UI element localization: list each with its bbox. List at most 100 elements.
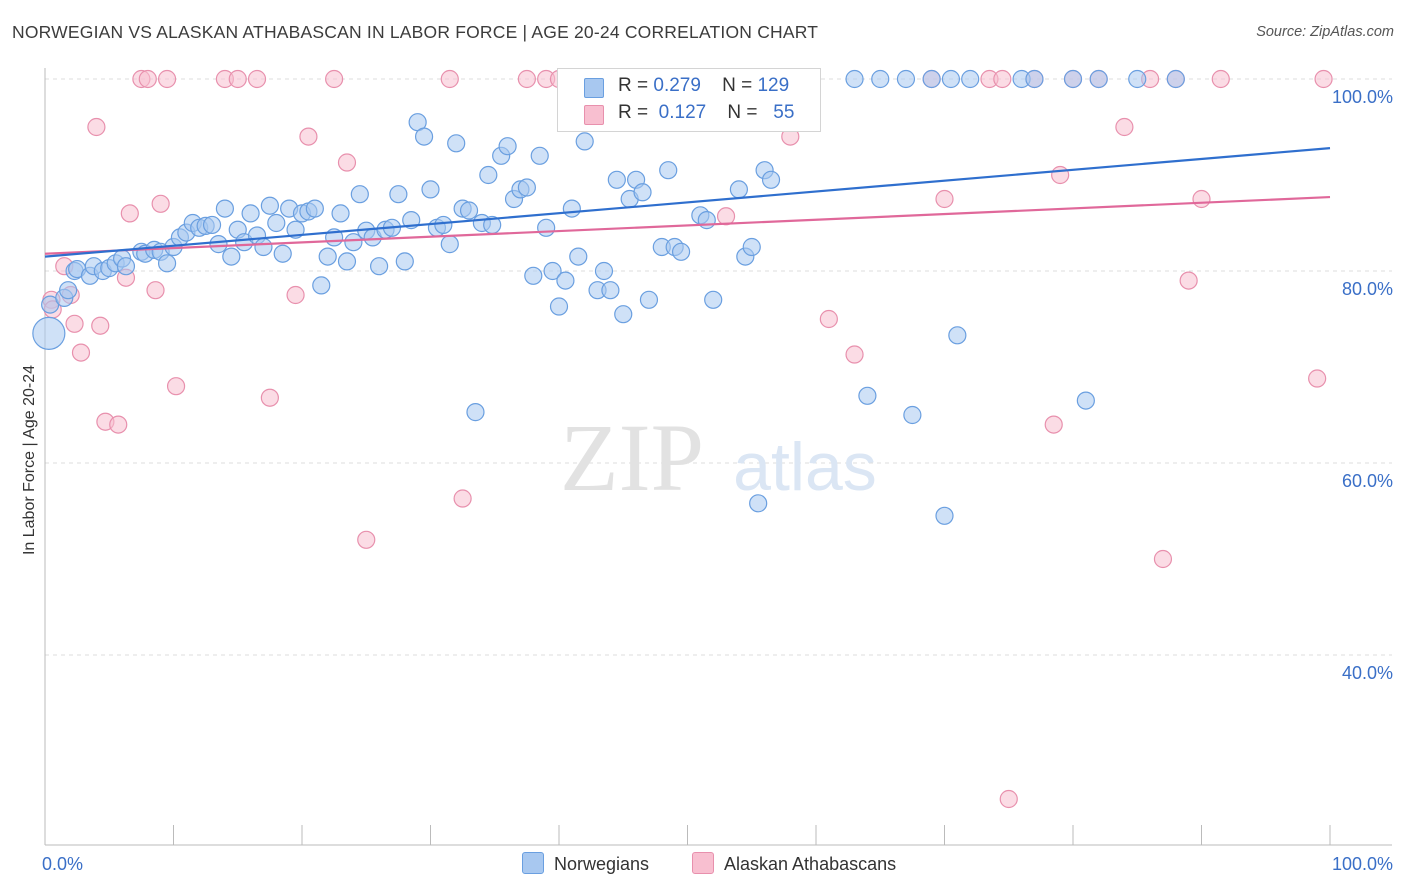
athabascan-trend-line — [44, 195, 1331, 255]
bottom-legend-norwegians: Norwegians — [522, 852, 649, 875]
norwegian-point — [922, 69, 941, 89]
athabascan-point — [286, 285, 305, 305]
norwegian-point — [601, 281, 620, 300]
norwegian-point — [440, 235, 459, 254]
norwegian-point — [267, 213, 286, 233]
legend-n-value-blue: 129 — [757, 75, 790, 96]
watermark-atlas: atlas — [733, 429, 877, 505]
norwegian-point — [537, 218, 556, 237]
norwegian-point — [273, 244, 292, 263]
norwegian-point — [575, 132, 594, 151]
bottom-legend-label-athabascans: Alaskan Athabascans — [724, 854, 897, 874]
legend-n-label: N = — [722, 75, 753, 96]
athabascan-point — [71, 343, 91, 362]
y-tick-label: 60.0% — [1342, 471, 1393, 491]
bottom-legend-athabascans: Alaskan Athabascans — [692, 852, 896, 875]
tick-labels: 40.0% 60.0% 80.0% 100.0% 0.0% 100.0% — [42, 87, 1393, 874]
norwegian-point — [254, 237, 273, 257]
legend-r-value-pink: 0.127 — [658, 102, 707, 123]
norwegian-point — [556, 271, 575, 290]
y-tick-label: 80.0% — [1342, 279, 1393, 299]
athabascan-point — [337, 153, 357, 172]
norwegian-point — [1128, 69, 1147, 89]
norwegian-point — [479, 165, 498, 185]
norwegian-point — [222, 247, 241, 266]
y-tick-label: 40.0% — [1342, 663, 1393, 683]
norwegian-point — [671, 242, 691, 261]
athabascan-point — [1044, 415, 1063, 434]
athabascan-point — [91, 316, 110, 335]
norwegian-point — [903, 405, 922, 425]
gridlines — [45, 78, 1392, 656]
athabascan-point — [1211, 69, 1230, 89]
athabascan-point — [1308, 369, 1327, 388]
norwegian-point — [1063, 69, 1083, 89]
bottom-legend-label-norwegians: Norwegians — [554, 854, 650, 874]
athabascan-point — [453, 489, 472, 508]
norwegian-point — [761, 170, 781, 189]
norwegian-point — [562, 199, 581, 218]
athabascan-point — [109, 415, 128, 434]
source-label: Source: ZipAtlas.com — [1256, 24, 1394, 40]
norwegian-point — [116, 257, 136, 276]
athabascan-point — [716, 207, 736, 226]
athabascan-point — [1192, 189, 1211, 209]
athabascan-point — [1153, 549, 1173, 569]
legend-n-value-pink: 55 — [773, 102, 795, 123]
norwegian-point — [498, 137, 517, 156]
athabascan-point — [517, 69, 536, 89]
legend-swatch-blue — [584, 78, 604, 98]
norwegian-point — [312, 276, 331, 295]
athabascan-point — [146, 281, 165, 300]
athabascan-point — [138, 69, 157, 89]
athabascan-point — [87, 117, 106, 137]
chart-title: NORWEGIAN VS ALASKAN ATHABASCAN IN LABOR… — [12, 22, 819, 42]
x-tick-label-min: 0.0% — [42, 854, 83, 874]
norwegian-point — [32, 316, 66, 350]
athabascan-point — [166, 377, 186, 396]
watermark: ZIP atlas — [560, 404, 877, 511]
norwegian-point — [749, 494, 768, 513]
norwegian-point — [466, 403, 485, 422]
athabascan-point — [1115, 117, 1134, 137]
norwegian-point — [389, 185, 408, 204]
norwegian-point — [607, 170, 626, 189]
athabascan-point — [151, 194, 170, 213]
norwegian-point — [704, 290, 723, 309]
norwegian-point — [421, 180, 440, 199]
norwegian-point — [871, 69, 890, 89]
norwegian-point — [896, 69, 916, 89]
norwegian-point — [633, 183, 652, 202]
axes — [44, 68, 1392, 846]
norwegian-point — [941, 69, 961, 89]
athabascan-point — [999, 789, 1018, 809]
norwegian-point — [614, 305, 633, 324]
norwegian-point — [1089, 69, 1108, 89]
athabascan-point — [440, 69, 459, 89]
athabascan-point — [819, 309, 838, 329]
norwegian-point — [331, 204, 350, 223]
norwegian-point — [157, 254, 177, 273]
x-tick-label-max: 100.0% — [1332, 854, 1393, 874]
athabascan-point — [1179, 271, 1198, 290]
norwegian-point — [202, 215, 222, 235]
norwegian-point — [337, 252, 357, 271]
athabascan-point — [357, 530, 376, 549]
norwegian-point — [530, 146, 549, 165]
norwegian-point — [948, 326, 967, 345]
norwegian-point — [215, 199, 234, 218]
norwegian-point — [447, 134, 466, 153]
norwegian-point — [845, 69, 864, 89]
athabascan-point — [1051, 165, 1070, 185]
norwegian-point — [1166, 69, 1185, 89]
norwegian-trend-line — [44, 147, 1331, 258]
athabascan-point — [65, 314, 84, 333]
norwegian-point — [241, 204, 260, 223]
norwegian-point — [305, 199, 324, 218]
norwegian-point — [961, 69, 980, 89]
athabascan-point — [845, 345, 864, 364]
athabascan-point — [228, 69, 247, 89]
norwegian-point — [1076, 391, 1095, 410]
norwegian-point — [344, 233, 363, 252]
athabascan-point — [260, 388, 279, 407]
